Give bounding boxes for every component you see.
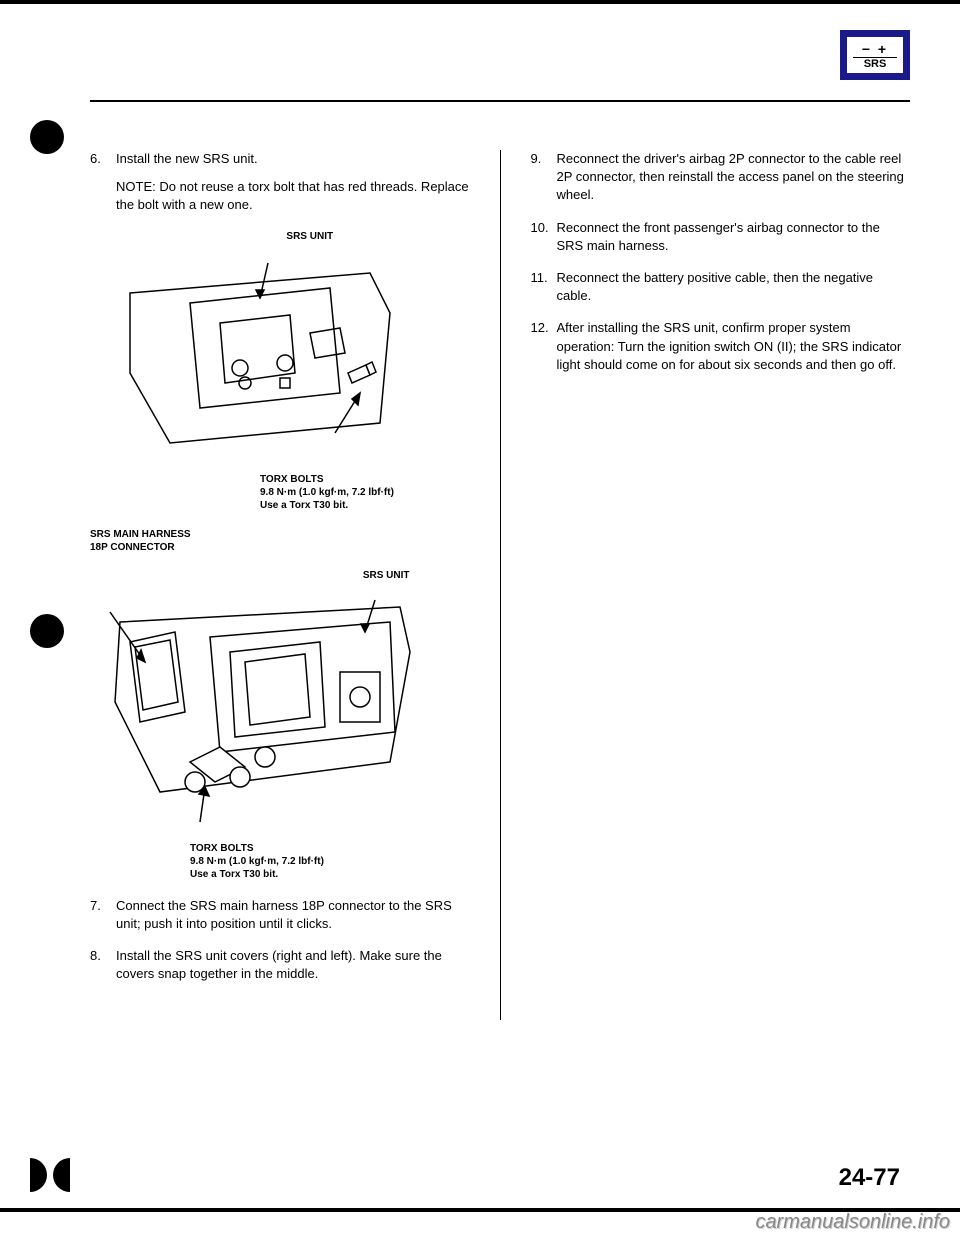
fig2-harness-line1: SRS MAIN HARNESS: [90, 528, 470, 541]
step-7: 7. Connect the SRS main harness 18P conn…: [90, 897, 470, 933]
step-note: NOTE: Do not reuse a torx bolt that has …: [116, 178, 470, 214]
step-text: Install the new SRS unit.: [116, 151, 258, 166]
figure-2: SRS UNIT: [90, 570, 470, 881]
fig1-bolt-use: Use a Torx T30 bit.: [260, 499, 470, 512]
fig2-bolt-label: TORX BOLTS: [190, 842, 470, 855]
watermark: carmanualsonline.info: [755, 1211, 950, 1234]
binder-dot-icon: [30, 120, 64, 154]
left-steps-list: 6. Install the new SRS unit. NOTE: Do no…: [90, 150, 470, 215]
figure-1: SRS UNIT: [90, 231, 470, 512]
fig1-caption: TORX BOLTS 9.8 N·m (1.0 kgf·m, 7.2 lbf·f…: [260, 473, 470, 512]
step-number: 9.: [531, 150, 557, 205]
step-text: After installing the SRS unit, confirm p…: [557, 319, 911, 374]
left-steps-list-2: 7. Connect the SRS main harness 18P conn…: [90, 897, 470, 984]
step-text: Reconnect the battery positive cable, th…: [557, 269, 911, 305]
step-number: 6.: [90, 150, 116, 215]
fig2-harness-line2: 18P CONNECTOR: [90, 541, 470, 554]
binder-dot-icon: [30, 614, 64, 648]
fig2-label-srs-unit: SRS UNIT: [90, 570, 410, 582]
column-divider: [500, 150, 501, 1020]
step-number: 11.: [531, 269, 557, 305]
step-text: Reconnect the front passenger's airbag c…: [557, 219, 911, 255]
horizontal-rule: [90, 100, 910, 102]
fig1-label-srs-unit: SRS UNIT: [150, 231, 470, 243]
srs-badge-label: SRS: [864, 58, 887, 70]
step-11: 11. Reconnect the battery positive cable…: [531, 269, 911, 305]
step-number: 10.: [531, 219, 557, 255]
fig2-bolt-use: Use a Torx T30 bit.: [190, 868, 470, 881]
step-8: 8. Install the SRS unit covers (right an…: [90, 947, 470, 983]
figure-2-svg: [90, 582, 430, 842]
step-text: Connect the SRS main harness 18P connect…: [116, 897, 470, 933]
step-text: Install the SRS unit covers (right and l…: [116, 947, 470, 983]
fig1-bolt-spec: 9.8 N·m (1.0 kgf·m, 7.2 lbf·ft): [260, 486, 470, 499]
right-column: 9. Reconnect the driver's airbag 2P conn…: [531, 150, 911, 1020]
figure-1-svg: [90, 243, 410, 473]
left-column: 6. Install the new SRS unit. NOTE: Do no…: [90, 150, 470, 1020]
binder-half-dot-icon: [30, 1158, 47, 1192]
fig2-bolt-spec: 9.8 N·m (1.0 kgf·m, 7.2 lbf·ft): [190, 855, 470, 868]
step-10: 10. Reconnect the front passenger's airb…: [531, 219, 911, 255]
step-12: 12. After installing the SRS unit, confi…: [531, 319, 911, 374]
right-steps-list: 9. Reconnect the driver's airbag 2P conn…: [531, 150, 911, 374]
srs-badge: − + SRS: [840, 30, 910, 80]
page-container: − + SRS 6. Install the new SRS unit. NOT…: [0, 0, 960, 1242]
step-text: Reconnect the driver's airbag 2P connect…: [557, 150, 911, 205]
step-body: Install the new SRS unit. NOTE: Do not r…: [116, 150, 470, 215]
content-columns: 6. Install the new SRS unit. NOTE: Do no…: [90, 150, 910, 1020]
step-number: 8.: [90, 947, 116, 983]
step-number: 7.: [90, 897, 116, 933]
page-number: 24-77: [839, 1164, 900, 1192]
binder-dots-left: [30, 120, 64, 648]
fig2-harness-label: SRS MAIN HARNESS 18P CONNECTOR: [90, 528, 470, 554]
srs-badge-polarity: − +: [853, 41, 898, 58]
srs-badge-inner: − + SRS: [847, 37, 903, 73]
binder-dots-bottom: [30, 1158, 70, 1192]
step-9: 9. Reconnect the driver's airbag 2P conn…: [531, 150, 911, 205]
step-number: 12.: [531, 319, 557, 374]
fig2-caption: TORX BOLTS 9.8 N·m (1.0 kgf·m, 7.2 lbf·f…: [190, 842, 470, 881]
binder-half-dot-icon: [53, 1158, 70, 1192]
step-6: 6. Install the new SRS unit. NOTE: Do no…: [90, 150, 470, 215]
fig1-bolt-label: TORX BOLTS: [260, 473, 470, 486]
